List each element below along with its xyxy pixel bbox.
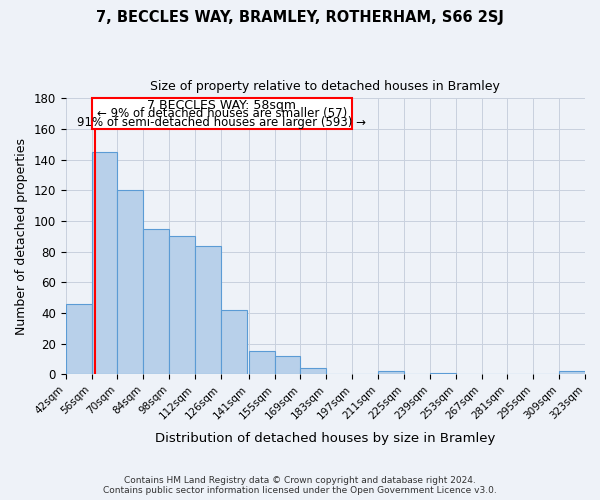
Bar (430, 373, 455, 374)
Text: Contains HM Land Registry data © Crown copyright and database right 2024.
Contai: Contains HM Land Registry data © Crown c… (103, 476, 497, 495)
Bar (65, 304, 92, 374)
Bar (221, 310, 247, 374)
Bar (248, 352, 275, 374)
Bar (143, 228, 169, 374)
Bar (195, 246, 221, 374)
Title: Size of property relative to detached houses in Bramley: Size of property relative to detached ho… (151, 80, 500, 93)
Bar (169, 236, 195, 374)
Text: 7, BECCLES WAY, BRAMLEY, ROTHERHAM, S66 2SJ: 7, BECCLES WAY, BRAMLEY, ROTHERHAM, S66 … (96, 10, 504, 25)
X-axis label: Distribution of detached houses by size in Bramley: Distribution of detached houses by size … (155, 432, 496, 445)
Bar (118, 190, 143, 374)
FancyBboxPatch shape (92, 98, 352, 129)
Y-axis label: Number of detached properties: Number of detached properties (15, 138, 28, 335)
Bar (301, 368, 326, 374)
Text: 91% of semi-detached houses are larger (593) →: 91% of semi-detached houses are larger (… (77, 116, 367, 130)
Text: 7 BECCLES WAY: 58sqm: 7 BECCLES WAY: 58sqm (148, 98, 296, 112)
Bar (275, 356, 301, 374)
Bar (92, 152, 118, 374)
Text: ← 9% of detached houses are smaller (57): ← 9% of detached houses are smaller (57) (97, 107, 347, 120)
Bar (559, 371, 585, 374)
Bar (378, 371, 404, 374)
